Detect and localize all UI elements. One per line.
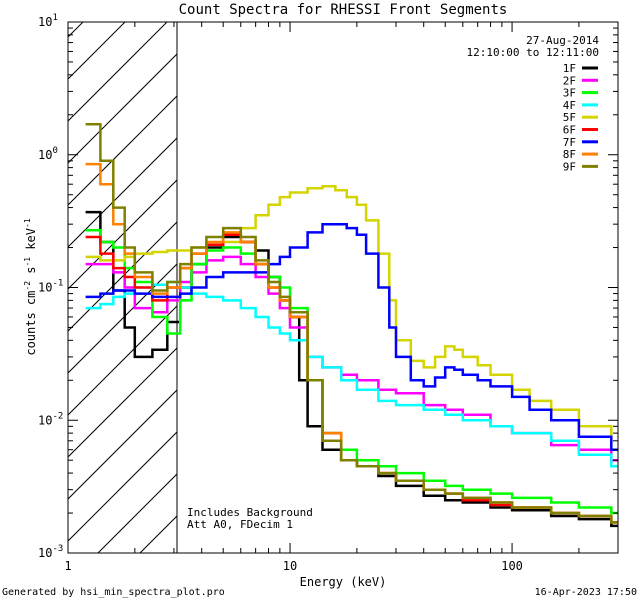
series-3f [85, 228, 618, 515]
note-background: Includes Background [187, 506, 313, 519]
legend-label: 8F [563, 148, 576, 161]
note-attenuator: Att A0, FDecim 1 [187, 518, 293, 531]
legend-label: 1F [563, 62, 576, 75]
series-1f [85, 210, 618, 528]
series-8f [85, 162, 618, 524]
y-tick-label: 100 [38, 146, 58, 162]
y-tick-label: 10-3 [38, 544, 63, 560]
hatch-line [68, 389, 177, 500]
series-9f [85, 122, 618, 524]
legend-label: 3F [563, 87, 576, 100]
hatch-line [68, 22, 168, 122]
x-tick-label: 10 [283, 559, 297, 573]
legend-label: 2F [563, 74, 576, 87]
legend-label: 7F [563, 136, 576, 149]
series-6f [85, 233, 618, 524]
timestamp-label: 16-Apr-2023 17:50 [535, 587, 637, 598]
time-range-label: 12:10:00 to 12:11:00 [467, 46, 599, 59]
series-7f [85, 222, 618, 451]
x-tick-label: 1 [64, 559, 71, 573]
hatch-line [0, 0, 110, 553]
y-tick-label: 10-2 [38, 411, 63, 427]
y-axis-label: counts cm-2 s-1 keV-1 [23, 218, 38, 355]
hatch-line [68, 347, 177, 458]
series-5f [85, 184, 618, 451]
hatch-line [68, 431, 177, 542]
y-tick-labels: 101 100 10-1 10-2 10-3 [38, 13, 63, 560]
x-tick-label: 100 [501, 559, 523, 573]
axis-ticks [67, 22, 619, 554]
excluded-region-hatch [0, 0, 640, 553]
legend-label: 5F [563, 111, 576, 124]
chart-title: Count Spectra for RHESSI Front Segments [179, 2, 508, 18]
hatch-line [68, 22, 126, 80]
x-axis-label: Energy (keV) [300, 575, 387, 589]
y-tick-label: 101 [38, 13, 58, 29]
x-tick-labels: 1 10 100 [64, 559, 523, 573]
hatch-line [224, 0, 640, 553]
generated-by-label: Generated by hsi_min_spectra_plot.pro [2, 587, 225, 598]
y-tick-label: 10-1 [38, 279, 63, 295]
series-2f [85, 255, 618, 462]
legend-label: 4F [563, 99, 576, 112]
hatch-line [68, 263, 177, 374]
series-layer [85, 122, 618, 528]
legend-label: 6F [563, 124, 576, 137]
hatch-line [68, 179, 177, 290]
hatch-line [266, 0, 640, 553]
legend-label: 9F [563, 160, 576, 173]
date-label: 27-Aug-2014 [526, 34, 599, 47]
